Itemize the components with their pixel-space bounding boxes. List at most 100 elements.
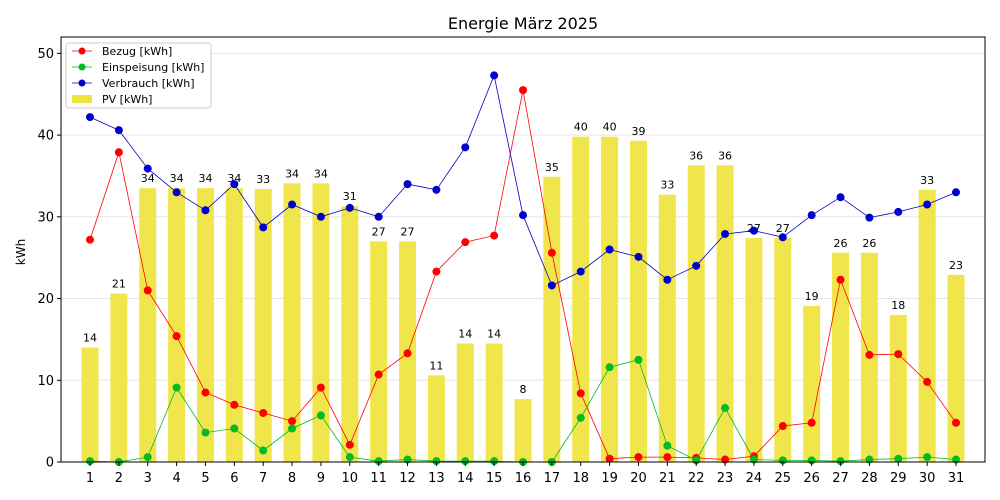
- series-point: [461, 143, 469, 151]
- pv-bar: [515, 399, 532, 462]
- x-tick-label: 29: [890, 471, 907, 486]
- pv-bar: [890, 315, 907, 462]
- series-point: [894, 350, 902, 358]
- series-point: [201, 429, 209, 437]
- pv-bar: [659, 195, 676, 462]
- pv-bar: [428, 375, 445, 462]
- energy-chart: Energie März 2025 kWh 142134 34 34 34 33 34 34…: [0, 0, 1000, 500]
- y-tick-label: 0: [46, 456, 54, 471]
- x-tick-label: 17: [544, 471, 561, 486]
- pv-bar-label: 21: [112, 278, 126, 291]
- x-tick-label: 1: [86, 471, 94, 486]
- legend-swatch-marker: [79, 48, 86, 55]
- series-point: [519, 211, 527, 219]
- series-point: [606, 246, 614, 254]
- pv-bar-label: 19: [805, 290, 819, 303]
- series-point: [577, 389, 585, 397]
- series-point: [865, 214, 873, 222]
- series-point: [663, 442, 671, 450]
- pv-bar-label: 36: [718, 149, 732, 162]
- x-tick-label: 9: [317, 471, 325, 486]
- pv-bar: [630, 141, 647, 462]
- pv-bar: [168, 188, 185, 462]
- series-point: [201, 389, 209, 397]
- series-point: [865, 351, 873, 359]
- series-point: [519, 86, 527, 94]
- pv-bar-label: 34: [285, 167, 299, 180]
- x-tick-label: 26: [803, 471, 820, 486]
- pv-bar-label: 26: [834, 237, 848, 250]
- x-tick-label: 13: [428, 471, 445, 486]
- series-point: [230, 401, 238, 409]
- series-point: [288, 417, 296, 425]
- series-point: [461, 238, 469, 246]
- pv-bar: [572, 137, 589, 462]
- x-tick-label: 31: [948, 471, 965, 486]
- y-axis-label: kWh: [14, 239, 28, 265]
- legend-swatch-marker: [79, 80, 86, 87]
- x-tick-label: 5: [201, 471, 209, 486]
- series-point: [230, 424, 238, 432]
- series-point: [317, 411, 325, 419]
- x-tick-label: 4: [172, 471, 180, 486]
- y-tick-label: 40: [37, 129, 54, 144]
- series-point: [259, 447, 267, 455]
- x-tick-label: 12: [399, 471, 416, 486]
- series-point: [548, 281, 556, 289]
- pv-bar-label: 34: [198, 172, 212, 185]
- series-point: [173, 188, 181, 196]
- series-point: [144, 453, 152, 461]
- series-point: [490, 232, 498, 240]
- pv-bar: [803, 306, 820, 462]
- x-tick-label: 3: [144, 471, 152, 486]
- pv-bar-label: 33: [660, 179, 674, 192]
- pv-bar-label: 27: [372, 225, 386, 238]
- pv-bar: [197, 188, 214, 462]
- series-point: [721, 230, 729, 238]
- pv-bar: [226, 188, 243, 462]
- series-point: [317, 384, 325, 392]
- pv-bars: 142134 34 34 34 33 34 343127 271114 1483540 40 393…: [82, 121, 965, 462]
- x-tick-label: 25: [775, 471, 792, 486]
- pv-bar-label: 35: [545, 161, 559, 174]
- series-point: [115, 126, 123, 134]
- pv-bar-label: 34: [141, 172, 155, 185]
- series-point: [808, 211, 816, 219]
- series-point: [837, 276, 845, 284]
- legend-entry: Verbrauch [kWh]: [102, 77, 195, 90]
- series-point: [432, 186, 440, 194]
- x-tick-label: 2: [115, 471, 123, 486]
- pv-bar-label: 31: [343, 190, 357, 203]
- series-point: [634, 356, 642, 364]
- pv-bar: [717, 165, 734, 462]
- pv-bar-label: 36: [689, 149, 703, 162]
- legend-entry: PV [kWh]: [102, 93, 152, 106]
- series-point: [692, 262, 700, 270]
- series-point: [404, 180, 412, 188]
- x-tick-label: 7: [259, 471, 267, 486]
- series-point: [230, 180, 238, 188]
- series-point: [952, 188, 960, 196]
- series-point: [779, 422, 787, 430]
- x-tick-label: 6: [230, 471, 238, 486]
- series-point: [577, 268, 585, 276]
- series-point: [923, 201, 931, 209]
- series-point: [634, 253, 642, 261]
- series-point: [346, 441, 354, 449]
- series-point: [259, 409, 267, 417]
- series-point: [634, 453, 642, 461]
- x-tick-label: 16: [515, 471, 532, 486]
- series-point: [721, 404, 729, 412]
- pv-bar-label: 34: [314, 167, 328, 180]
- pv-bar: [139, 188, 156, 462]
- pv-bar-label: 40: [574, 121, 588, 134]
- series-point: [923, 378, 931, 386]
- x-tick-label: 11: [370, 471, 387, 486]
- pv-bar-label: 18: [891, 299, 905, 312]
- x-tick-label: 19: [601, 471, 618, 486]
- pv-bar: [832, 253, 849, 462]
- pv-bar: [82, 348, 99, 462]
- series-point: [317, 213, 325, 221]
- series-point: [663, 276, 671, 284]
- pv-bar-label: 23: [949, 259, 963, 272]
